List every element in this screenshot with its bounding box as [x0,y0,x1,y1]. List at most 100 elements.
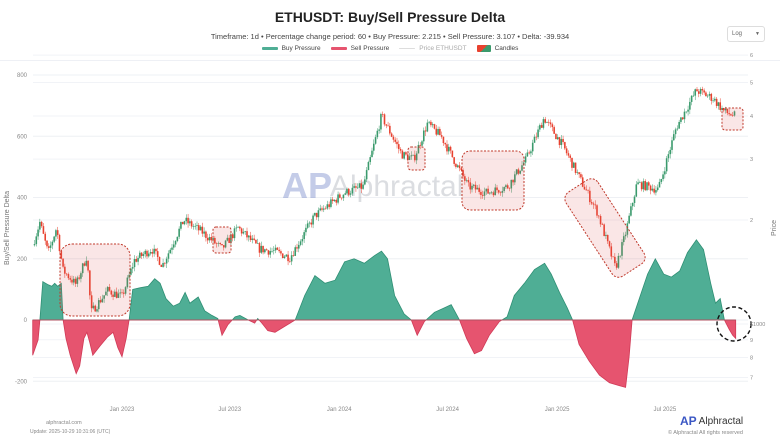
candle-body [83,263,86,266]
candle [639,180,641,184]
candle [208,233,211,243]
candle [581,174,584,188]
candle-body [717,102,720,106]
candle [719,98,722,112]
candle [515,169,518,176]
candle [135,256,138,263]
candle [283,255,286,259]
candle [431,122,434,128]
candle [117,289,120,299]
candle [526,149,529,157]
candle-body [372,143,375,151]
candle [74,276,77,287]
candle [592,201,595,209]
footer-site-link[interactable]: alphractal.com [46,420,82,426]
candle [439,126,441,136]
candle-body [472,184,475,186]
candle-body [394,139,397,142]
candle [42,223,45,235]
scale-select[interactable]: Log ▼ [727,26,765,42]
highlight-box [461,150,525,211]
candle-body [589,190,591,203]
candle-body [96,309,98,312]
candle-body [305,227,307,233]
candle [353,183,355,189]
candle-body [389,125,391,134]
candle-body [269,251,272,255]
candle-body [181,221,184,225]
candle [633,194,636,207]
candle-body [253,238,255,240]
candle-body [64,266,66,274]
candle-body [131,267,134,269]
candle-body [94,305,97,312]
candle [103,295,105,303]
candle-body [147,253,150,257]
candle-body [283,256,286,259]
candle [290,251,293,266]
candle [53,235,55,244]
candle-body [180,221,182,229]
candle [381,111,384,118]
watermark-logo-icon: AP [282,165,332,206]
candle-body [581,177,584,187]
candle [669,146,672,159]
candle-body [701,89,704,91]
candle-body [221,243,223,246]
candle-body [235,227,238,229]
highlight-circle [716,306,752,342]
candle [421,140,423,148]
legend-label: Price ETHUSDT [419,45,467,52]
candle-body [417,144,420,154]
candle [405,151,407,156]
candle [449,145,452,154]
candle [394,137,397,144]
candle [492,190,495,198]
candle [419,142,422,150]
candle-body [164,262,166,264]
candle-body [358,183,361,188]
candle-body [62,258,64,267]
candle-body [256,243,259,244]
candle-body [572,162,575,168]
candle [37,226,39,240]
legend-candles[interactable]: Candles [476,45,518,52]
candle [464,173,466,185]
candle [299,239,302,247]
y-right-tick-label: 5 [750,81,753,87]
candle [501,186,504,197]
candle-body [587,190,589,191]
candle-body [560,138,563,146]
legend-sell-pressure[interactable]: Sell Pressure [330,45,389,52]
candle-body [39,221,41,230]
candle-body [630,206,632,216]
candle [683,108,686,124]
legend-price[interactable]: Price ETHUSDT [399,45,467,52]
candle-body [628,215,630,224]
candle [646,181,648,192]
candle-body [317,210,320,218]
candle [62,258,64,269]
candle-body [494,187,497,196]
footer-brand-text: Alphractal [698,415,744,427]
candle-body [614,256,616,264]
candle [233,225,236,241]
candle-body [165,258,168,264]
candle-body [715,98,718,106]
candle [296,243,298,252]
candle-body [285,254,288,257]
candle [730,113,732,116]
candle [90,291,93,313]
candle-body [74,278,77,284]
candle-body [730,114,732,116]
x-tick-label: Jul 2024 [436,407,459,413]
legend-buy-pressure[interactable]: Buy Pressure [261,45,321,52]
candle [87,260,89,273]
candle-body [219,242,222,244]
candle [269,247,272,258]
candle-body [299,241,302,245]
price-swatch-icon [399,48,416,49]
candle-body [371,150,373,158]
candle [630,203,632,217]
candle-body [192,226,195,227]
